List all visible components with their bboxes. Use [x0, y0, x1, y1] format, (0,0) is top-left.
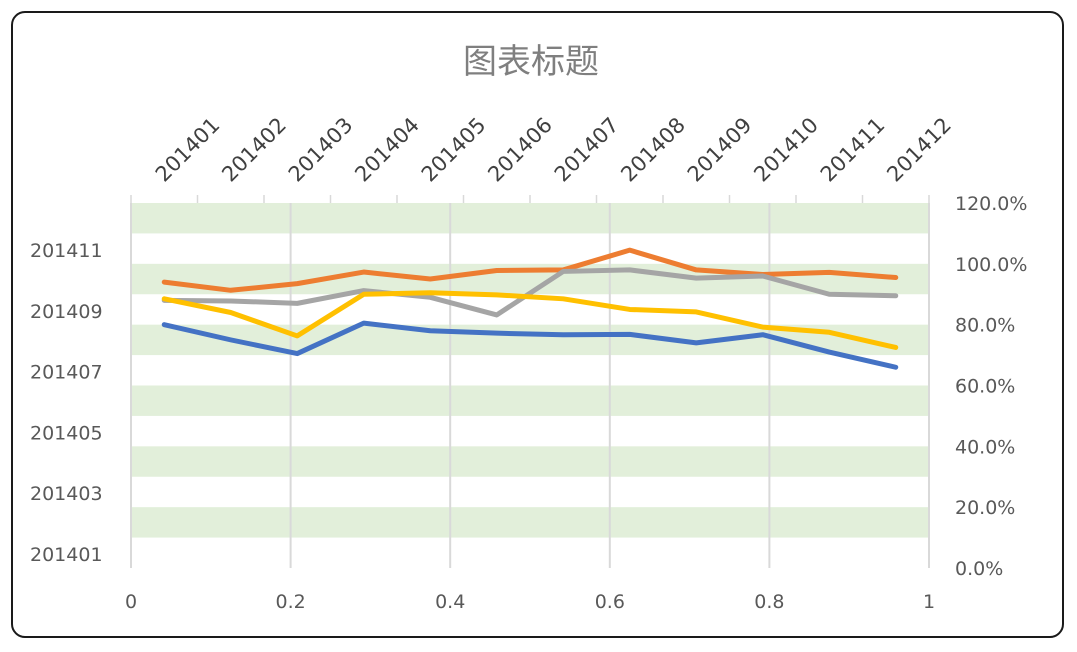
bottom-axis-tick-label: 0.4	[435, 591, 465, 613]
right-axis-tick-label: 60.0%	[955, 376, 1015, 398]
bottom-axis-tick-label: 1	[923, 591, 935, 613]
grid-band	[131, 385, 929, 416]
top-axis-tick-label: 201403	[284, 113, 358, 187]
top-axis-tick-label: 201405	[417, 113, 491, 187]
chart-title: 图表标题	[463, 42, 599, 82]
right-axis-tick-label: 20.0%	[955, 497, 1015, 519]
top-axis-tick-label: 201408	[616, 113, 690, 187]
bottom-axis-tick-label: 0.6	[595, 591, 625, 613]
left-axis-tick-label: 201409	[30, 301, 103, 323]
vertical-gridlines	[130, 203, 930, 568]
series-line-3	[161, 267, 899, 318]
top-axis-tick-label: 201411	[816, 113, 890, 187]
series-lines	[161, 247, 899, 370]
top-axis-tick-label: 201401	[151, 113, 225, 187]
grid-band	[131, 446, 929, 477]
top-axis-tick-label: 201402	[217, 113, 291, 187]
right-axis-tick-label: 40.0%	[955, 436, 1015, 458]
top-axis-tick-label: 201407	[550, 113, 624, 187]
axes	[130, 195, 930, 203]
bottom-axis-tick-label: 0.2	[275, 591, 305, 613]
grid-band	[131, 203, 929, 234]
left-axis-tick-label: 201405	[30, 422, 103, 444]
series-line-4	[161, 290, 899, 350]
left-axis-tick-label: 201403	[30, 483, 103, 505]
series-line-1	[161, 320, 899, 370]
right-axis-tick-label: 80.0%	[955, 315, 1015, 337]
grid-bands	[131, 203, 929, 538]
series-line-2	[161, 247, 899, 293]
top-axis-tick-label: 201406	[483, 113, 557, 187]
top-axis-tick-label: 201410	[749, 113, 823, 187]
top-axis-tick-label: 201412	[882, 113, 956, 187]
left-axis-tick-label: 201407	[30, 362, 103, 384]
right-axis-tick-label: 120.0%	[955, 193, 1027, 215]
left-axis-tick-label: 201411	[30, 240, 103, 262]
top-axis-tick-label: 201404	[350, 113, 424, 187]
bottom-axis-tick-label: 0	[125, 591, 137, 613]
bottom-axis-tick-label: 0.8	[754, 591, 784, 613]
grid-band	[131, 507, 929, 538]
top-axis-tick-label: 201409	[683, 113, 757, 187]
left-axis-tick-label: 201401	[30, 544, 103, 566]
right-axis-tick-label: 0.0%	[955, 558, 1003, 580]
right-axis-tick-label: 100.0%	[955, 254, 1027, 276]
